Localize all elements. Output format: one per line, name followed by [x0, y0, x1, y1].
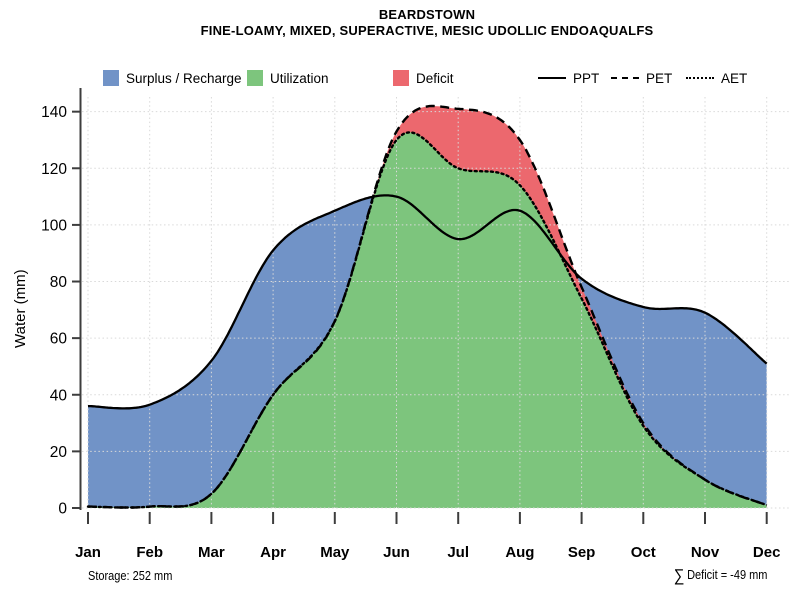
deficit-sum-text: Deficit = -49 mm: [686, 568, 767, 582]
solid-line-icon: [538, 77, 566, 79]
x-tick-label: Oct: [631, 544, 656, 561]
legend-label-utilization: Utilization: [270, 71, 329, 86]
y-tick-label: 100: [41, 217, 67, 234]
legend-label-aet: AET: [721, 71, 748, 86]
y-tick-label: 40: [50, 387, 68, 404]
legend-label-ppt: PPT: [573, 71, 600, 86]
aet-line: [86, 131, 768, 509]
deficit-swatch-icon: [393, 70, 409, 86]
x-tick-label: Nov: [691, 544, 720, 561]
utilization-area: [88, 132, 767, 508]
legend-label-deficit: Deficit: [416, 71, 454, 86]
y-tick-label: 0: [58, 501, 67, 518]
y-tick-label: 80: [50, 274, 68, 291]
x-tick-label: Mar: [198, 544, 225, 561]
legend-label-surplus: Surplus / Recharge: [126, 71, 242, 86]
x-tick-label: Jan: [75, 544, 101, 561]
dotted-line-icon: [686, 77, 714, 79]
x-tick-label: Feb: [136, 544, 163, 561]
pet-line: [88, 104, 768, 509]
y-tick-label: 140: [41, 104, 67, 121]
x-tick-label: Dec: [753, 544, 781, 561]
dashed-line-icon: [611, 77, 639, 79]
x-tick-label: Jul: [447, 544, 469, 561]
x-tick-label: Sep: [568, 544, 596, 561]
y-tick-label: 60: [50, 331, 68, 348]
storage-annotation: Storage: 252 mm: [88, 569, 173, 583]
x-tick-label: May: [320, 544, 350, 561]
page-subtitle: FINE-LOAMY, MIXED, SUPERACTIVE, MESIC UD…: [200, 23, 654, 38]
x-tick-label: Jun: [383, 544, 410, 561]
legend-label-pet: PET: [646, 71, 673, 86]
deficit-sum-annotation: ∑ Deficit = -49 mm: [673, 566, 767, 586]
surplus-swatch-icon: [103, 70, 119, 86]
y-axis-label: Water (mm): [12, 269, 29, 348]
ppt-line: [87, 194, 768, 410]
x-tick-label: Aug: [505, 544, 534, 561]
page-title: BEARDSTOWN: [378, 7, 476, 22]
utilization-swatch-icon: [247, 70, 263, 86]
y-tick-label: 120: [41, 161, 67, 178]
sigma-icon: ∑: [673, 566, 684, 585]
y-tick-label: 20: [50, 444, 68, 461]
x-tick-label: Apr: [260, 544, 286, 561]
